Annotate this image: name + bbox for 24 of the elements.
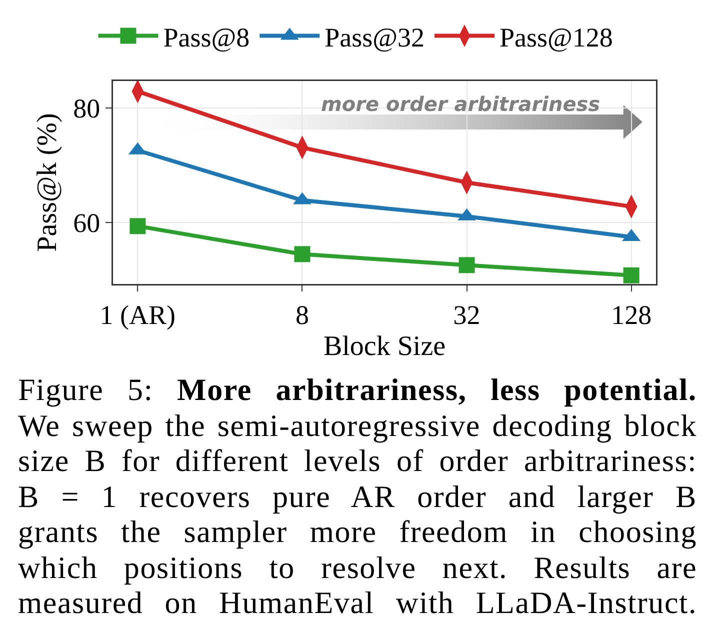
annotation: more order arbitrariness [321, 92, 600, 116]
x-tick-label: 128 [611, 300, 652, 330]
text: grants the sampler more freedom in choosing [18, 514, 697, 550]
text: We sweep the semi-autoregressive decoding block [18, 408, 697, 443]
x-tick-label: 8 [295, 300, 309, 330]
x-tick-label: 32 [453, 300, 480, 330]
point [458, 257, 475, 274]
x-axis-title: Block Size [323, 330, 446, 362]
legend-label: Pass@128 [500, 22, 613, 52]
point [294, 246, 310, 262]
x-tick-label: 1 (AR) [100, 300, 176, 330]
text: which positions to resolve next. Results are [18, 550, 697, 585]
y-tick-label: 80 [73, 93, 100, 124]
point [130, 218, 146, 234]
legend-label: Pass@8 [163, 22, 250, 52]
text: More arbitrariness, less potential. [177, 372, 697, 407]
caption: Figure 5: [18, 372, 154, 407]
legend-label: Pass@32 [324, 22, 424, 52]
text: size B for different levels of order arbitrariness: [18, 443, 697, 478]
point [623, 267, 640, 284]
text: measured on HumanEval with LLaDA-Instruct. [18, 585, 697, 620]
y-tick-label: 60 [73, 208, 100, 238]
text: B = 1 recovers pure AR order and larger B [18, 478, 697, 514]
y-axis-title: Pass@k (%) [32, 113, 64, 252]
